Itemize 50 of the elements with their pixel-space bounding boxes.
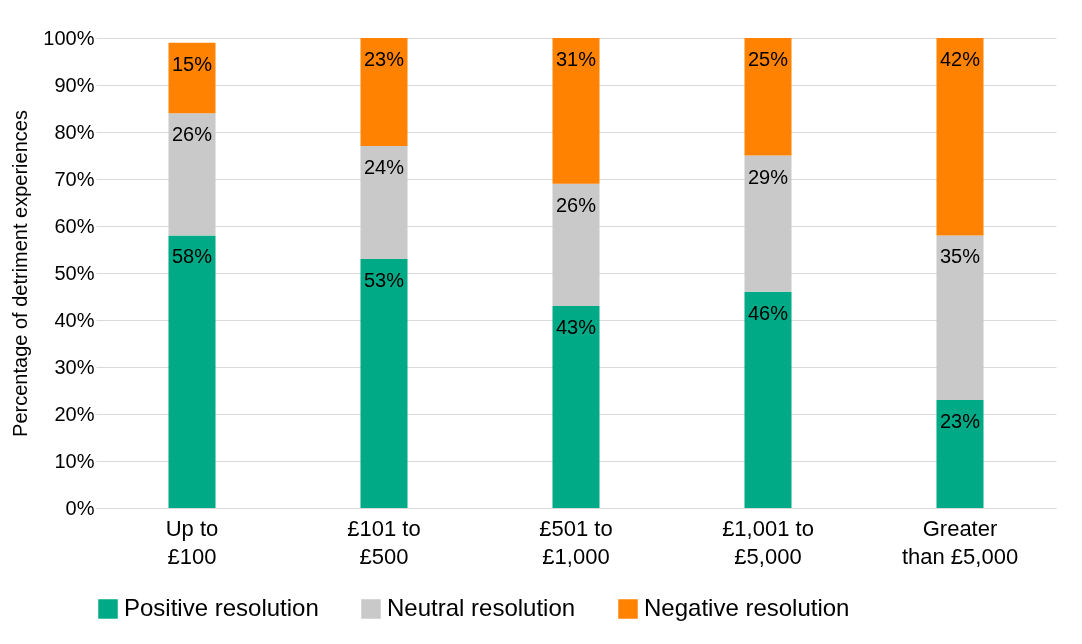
data-label: 26% <box>555 193 597 216</box>
data-label: 53% <box>363 268 405 291</box>
data-label: 23% <box>363 48 405 70</box>
y-tick-label: 20% <box>54 402 95 425</box>
bar <box>552 38 600 184</box>
x-tick-label: Up to £100 <box>165 515 219 569</box>
data-label: 58% <box>171 245 213 268</box>
y-tick-label: 0% <box>65 496 95 519</box>
data-label: 25% <box>747 48 789 70</box>
data-label: 43% <box>555 315 597 338</box>
y-axis-title: Percentage of detriment experiences <box>9 110 32 437</box>
y-tick-label: 80% <box>54 120 95 143</box>
x-tick-label: £501 to £1,000 <box>539 515 613 569</box>
legend-label: Negative resolution <box>644 594 850 621</box>
y-tick-label: 70% <box>54 167 95 190</box>
data-label: 35% <box>939 245 981 268</box>
data-label: 42% <box>939 48 981 70</box>
y-tick-label: 40% <box>54 308 95 331</box>
bar <box>552 183 600 306</box>
data-label: 29% <box>747 165 789 188</box>
bar <box>168 235 216 508</box>
data-label: 15% <box>171 52 213 75</box>
y-tick-label: 100% <box>43 26 95 49</box>
bar <box>936 235 984 400</box>
bar <box>360 258 408 508</box>
bar <box>744 291 792 508</box>
y-tick-label: 90% <box>54 73 95 96</box>
bar <box>936 38 984 236</box>
legend-label: Neutral resolution <box>387 594 576 621</box>
bar <box>360 146 408 259</box>
bar <box>936 399 984 508</box>
bar <box>360 38 408 147</box>
data-label: 46% <box>747 301 789 324</box>
bar <box>168 113 216 236</box>
bar <box>552 305 600 508</box>
y-tick-label: 50% <box>54 261 95 284</box>
bar <box>168 42 216 114</box>
legend-label: Positive resolution <box>124 594 319 621</box>
x-tick-label: £1,001 to £5,000 <box>722 515 814 569</box>
x-tick-label: Greater than £5,000 <box>901 515 1019 569</box>
y-tick-label: 30% <box>54 355 95 378</box>
y-tick-label: 60% <box>54 214 95 237</box>
data-label: 24% <box>363 156 405 179</box>
data-label: 26% <box>171 123 213 146</box>
x-tick-label: £101 to £500 <box>347 515 421 569</box>
y-tick-label: 10% <box>54 449 95 472</box>
data-label: 31% <box>555 48 597 70</box>
data-label: 23% <box>939 409 981 432</box>
bar <box>744 38 792 156</box>
bar <box>744 155 792 292</box>
